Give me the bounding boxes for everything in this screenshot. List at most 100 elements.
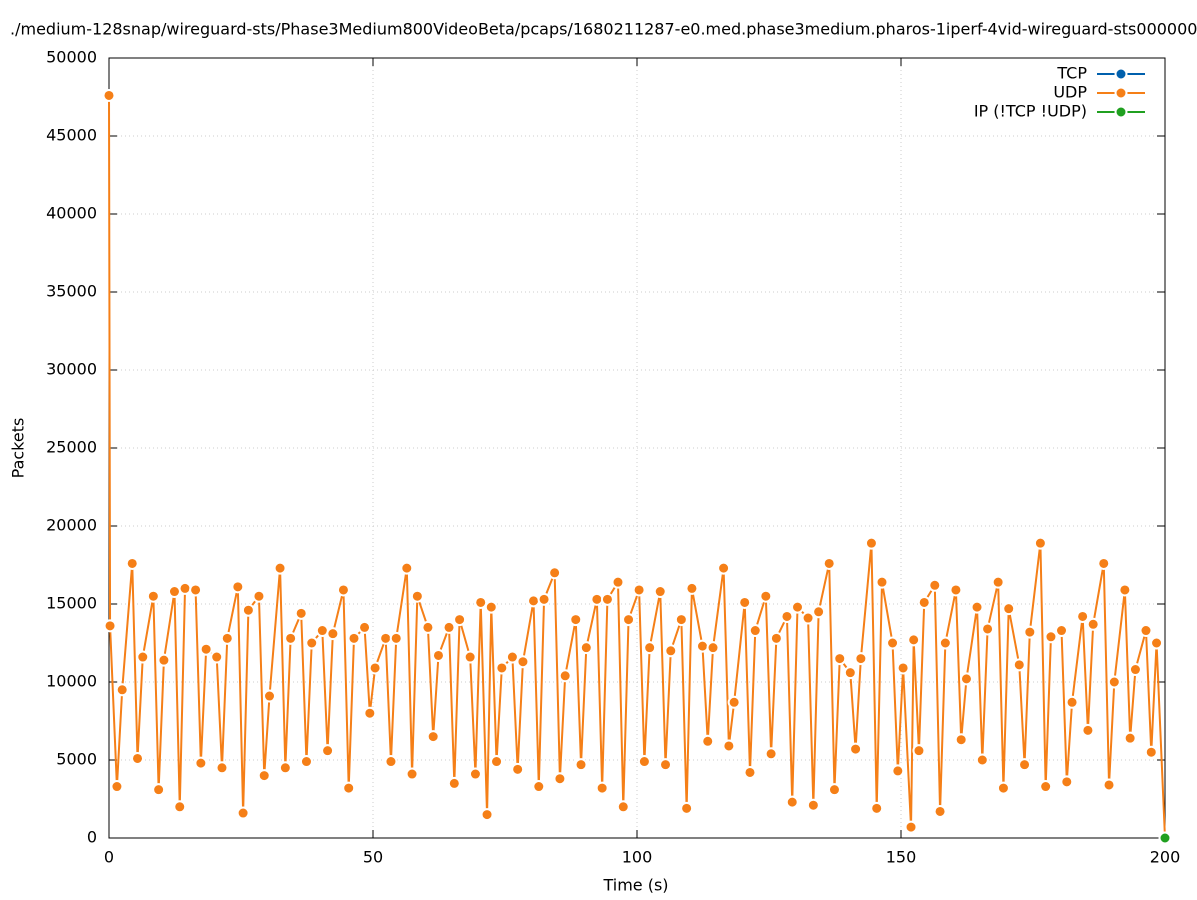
- data-point: [199, 642, 213, 656]
- data-point: [701, 734, 715, 748]
- data-point: [273, 561, 287, 575]
- data-point: [136, 650, 150, 664]
- data-point: [442, 620, 456, 634]
- data-point: [358, 620, 372, 634]
- data-point: [368, 661, 382, 675]
- data-point: [189, 583, 203, 597]
- data-point: [590, 592, 604, 606]
- data-point: [110, 780, 124, 794]
- data-point: [215, 761, 229, 775]
- data-point: [870, 801, 884, 815]
- data-point: [981, 622, 995, 636]
- data-point: [1055, 624, 1069, 638]
- data-point: [722, 739, 736, 753]
- data-point: [664, 644, 678, 658]
- data-point: [1107, 675, 1121, 689]
- data-point: [1065, 695, 1079, 709]
- data-point: [220, 631, 234, 645]
- data-point: [1076, 609, 1090, 623]
- data-point: [1044, 630, 1058, 644]
- data-point: [991, 575, 1005, 589]
- y-tick-label: 30000: [46, 360, 97, 379]
- y-tick-label: 0: [87, 828, 97, 847]
- data-point: [886, 636, 900, 650]
- data-point: [299, 755, 313, 769]
- data-point: [1039, 780, 1053, 794]
- data-point: [236, 806, 250, 820]
- x-tick-label: 150: [886, 848, 917, 867]
- data-point: [384, 755, 398, 769]
- data-point: [864, 536, 878, 550]
- data-point: [827, 783, 841, 797]
- data-point: [949, 583, 963, 597]
- data-point: [1023, 625, 1037, 639]
- data-point: [1086, 617, 1100, 631]
- data-point: [1150, 636, 1164, 650]
- data-point: [347, 631, 361, 645]
- x-tick-label: 100: [622, 848, 653, 867]
- data-point: [1139, 624, 1153, 638]
- data-point: [400, 561, 414, 575]
- data-point: [780, 609, 794, 623]
- data-point: [431, 648, 445, 662]
- data-point: [532, 780, 546, 794]
- data-point: [695, 639, 709, 653]
- data-point: [167, 585, 181, 599]
- data-point: [125, 556, 139, 570]
- data-point: [447, 776, 461, 790]
- x-tick-label: 200: [1150, 848, 1181, 867]
- data-point: [468, 767, 482, 781]
- data-point: [933, 804, 947, 818]
- data-point: [764, 747, 778, 761]
- data-point: [305, 636, 319, 650]
- data-point: [252, 589, 266, 603]
- data-point: [928, 578, 942, 592]
- data-point: [326, 627, 340, 641]
- y-tick-label: 15000: [46, 594, 97, 613]
- data-point: [727, 695, 741, 709]
- data-point: [474, 595, 488, 609]
- data-point: [194, 756, 208, 770]
- data-point: [806, 798, 820, 812]
- data-point: [970, 600, 984, 614]
- data-point: [558, 669, 572, 683]
- data-point: [548, 566, 562, 580]
- data-point: [1102, 778, 1116, 792]
- x-tick-label: 0: [104, 848, 114, 867]
- data-point: [643, 641, 657, 655]
- y-tick-label: 45000: [46, 126, 97, 145]
- data-point: [769, 631, 783, 645]
- y-tick-label: 40000: [46, 204, 97, 223]
- data-point: [959, 672, 973, 686]
- data-point: [284, 631, 298, 645]
- data-point: [854, 652, 868, 666]
- data-point: [1081, 723, 1095, 737]
- data-point: [611, 575, 625, 589]
- data-point: [1144, 745, 1158, 759]
- data-point: [996, 781, 1010, 795]
- legend-label: TCP: [1056, 64, 1087, 83]
- data-point: [717, 561, 731, 575]
- data-point: [231, 580, 245, 594]
- chart-title: ./medium-128snap/wireguard-sts/Phase3Med…: [10, 20, 1197, 39]
- data-point: [706, 641, 720, 655]
- data-point: [315, 624, 329, 638]
- data-point: [849, 742, 863, 756]
- data-point: [178, 581, 192, 595]
- y-tick-label: 5000: [56, 750, 97, 769]
- data-point: [904, 820, 918, 834]
- legend-marker: [1114, 67, 1128, 81]
- data-point: [685, 581, 699, 595]
- data-point: [954, 733, 968, 747]
- data-point: [389, 631, 403, 645]
- data-point: [579, 641, 593, 655]
- data-point: [1033, 536, 1047, 550]
- x-tick-label: 50: [363, 848, 383, 867]
- data-point: [480, 808, 494, 822]
- data-point: [511, 762, 525, 776]
- y-axis-label: Packets: [9, 418, 28, 479]
- data-point: [426, 730, 440, 744]
- data-point: [975, 753, 989, 767]
- y-tick-label: 50000: [46, 48, 97, 67]
